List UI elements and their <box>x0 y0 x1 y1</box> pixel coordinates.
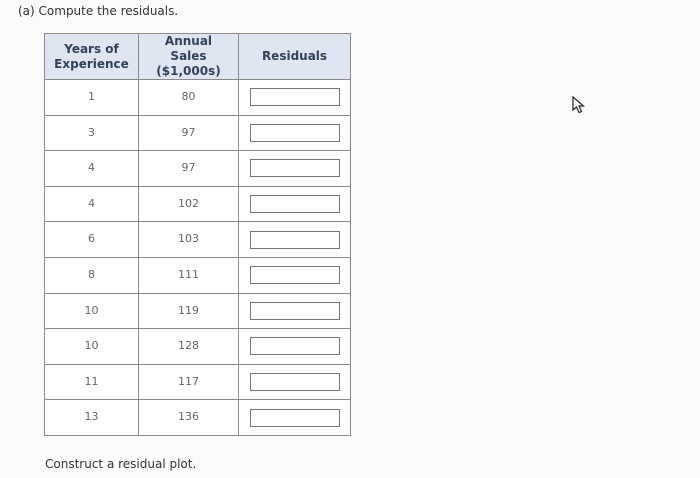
table-row: 11 117 <box>44 363 351 401</box>
years-cell: 11 <box>44 363 139 401</box>
years-cell: 13 <box>44 399 139 436</box>
data-table: Years of Experience Annual Sales ($1,000s… <box>44 33 351 436</box>
table-row: 10 128 <box>44 328 351 365</box>
residual-cell <box>238 114 351 152</box>
table-row: 13 136 <box>44 399 351 436</box>
table-row: 4 97 <box>44 150 351 187</box>
residual-input[interactable] <box>249 88 340 107</box>
column-header: Residuals <box>238 33 351 80</box>
years-cell: 4 <box>44 185 139 223</box>
residual-input[interactable] <box>249 373 340 392</box>
years-cell: 3 <box>44 114 139 152</box>
table-row: 1 80 <box>44 79 351 116</box>
residual-cell <box>238 292 351 330</box>
column-header: Years of Experience <box>44 33 139 80</box>
residual-cell <box>238 221 351 258</box>
residual-cell <box>238 150 351 187</box>
residual-input[interactable] <box>249 159 340 178</box>
residual-input[interactable] <box>249 266 340 285</box>
table-header: Years of Experience Annual Sales ($1,000s… <box>44 33 351 80</box>
residual-cell <box>238 79 351 116</box>
table-row: 3 97 <box>44 114 351 152</box>
sales-cell: 80 <box>138 79 239 116</box>
sales-cell: 97 <box>138 114 239 152</box>
residual-cell <box>238 185 351 223</box>
residual-input[interactable] <box>249 230 340 249</box>
residual-cell <box>238 328 351 365</box>
years-cell: 1 <box>44 79 139 116</box>
footer-text: Construct a residual plot. <box>45 457 197 471</box>
years-cell: 10 <box>44 292 139 330</box>
table-row: 6 103 <box>44 221 351 258</box>
sales-cell: 128 <box>138 328 239 365</box>
sales-cell: 97 <box>138 150 239 187</box>
residual-input[interactable] <box>249 301 340 320</box>
sales-cell: 117 <box>138 363 239 401</box>
residual-cell <box>238 363 351 401</box>
table-row: 8 111 <box>44 256 351 294</box>
table-row: 4 102 <box>44 185 351 223</box>
header-row: Years of Experience Annual Sales ($1,000s… <box>44 33 351 80</box>
residual-input[interactable] <box>249 195 340 214</box>
column-header: Annual Sales ($1,000s) <box>138 33 239 80</box>
table-body: 1 80 3 97 4 97 4 102 6 103 8 111 10 119 10 128 11 117 13 13… <box>44 79 351 436</box>
residual-input[interactable] <box>249 337 340 356</box>
sales-cell: 136 <box>138 399 239 436</box>
residual-input[interactable] <box>249 123 340 142</box>
prompt: (a) Compute the residuals. <box>18 4 179 18</box>
sales-cell: 119 <box>138 292 239 330</box>
years-cell: 4 <box>44 150 139 187</box>
residual-input[interactable] <box>249 408 340 427</box>
years-cell: 6 <box>44 221 139 258</box>
sales-cell: 103 <box>138 221 239 258</box>
residual-cell <box>238 399 351 436</box>
table-row: 10 119 <box>44 292 351 330</box>
sales-cell: 111 <box>138 256 239 294</box>
mouse-cursor <box>572 96 586 114</box>
sales-cell: 102 <box>138 185 239 223</box>
years-cell: 8 <box>44 256 139 294</box>
residual-cell <box>238 256 351 294</box>
years-cell: 10 <box>44 328 139 365</box>
